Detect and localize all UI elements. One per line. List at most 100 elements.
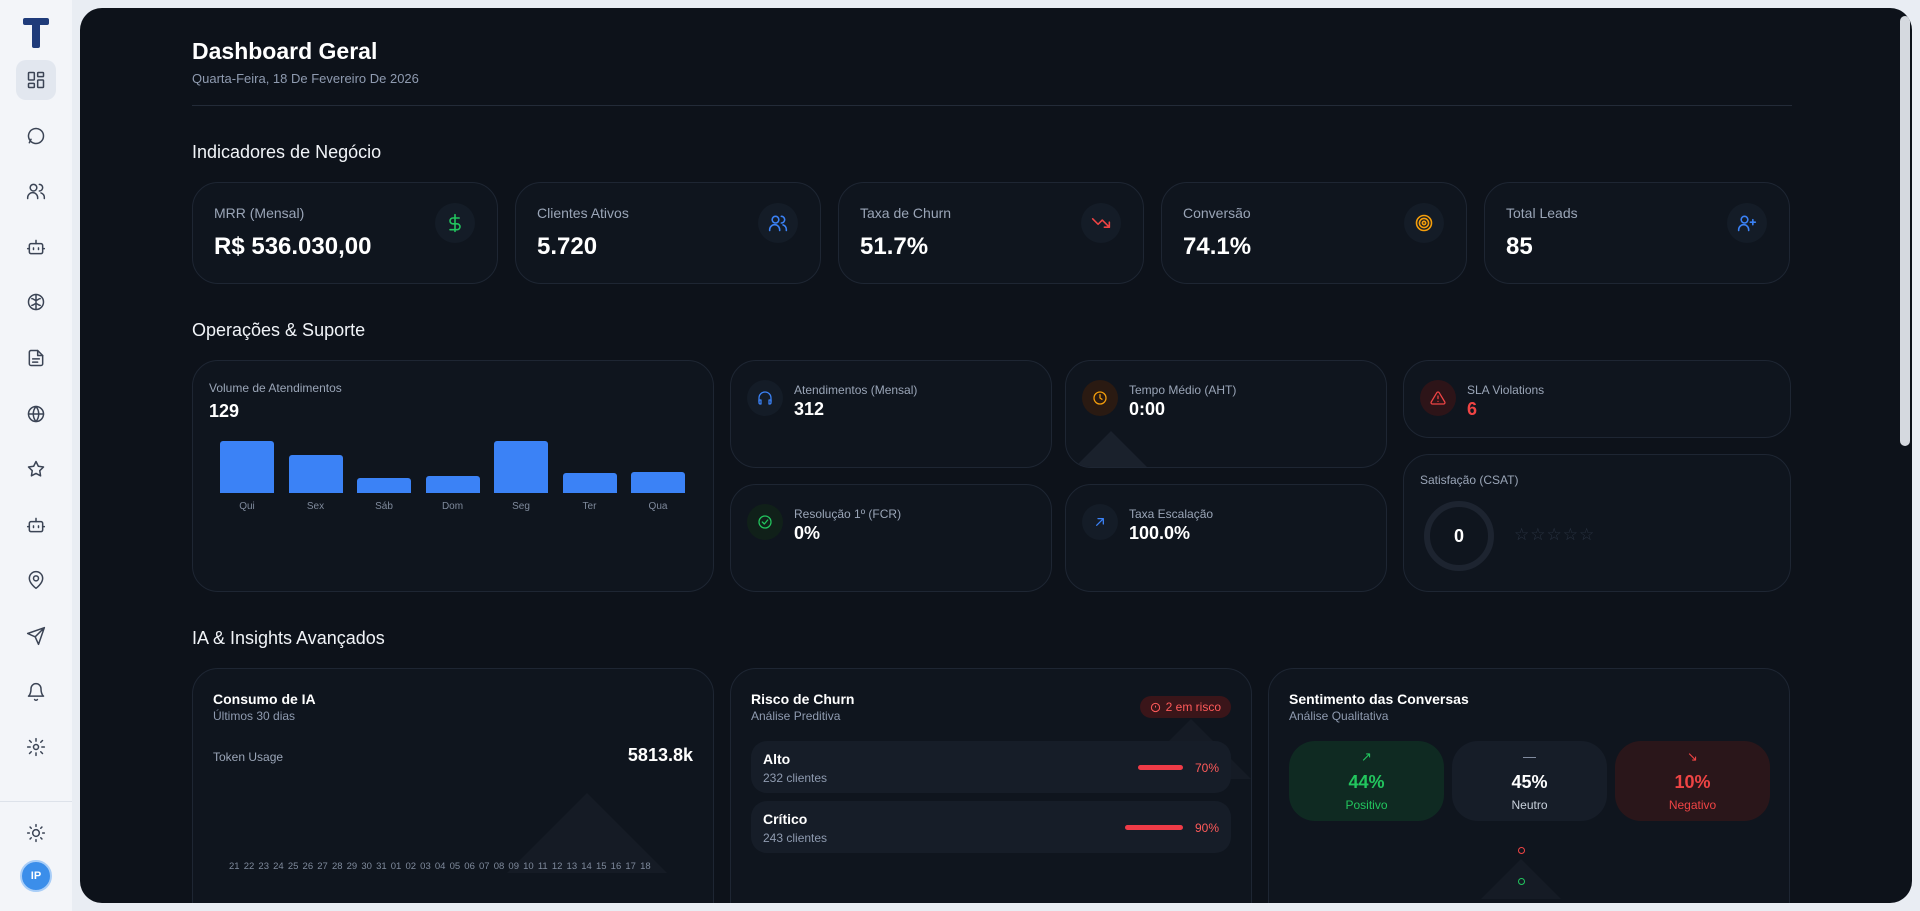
section-title-business: Indicadores de Negócio	[192, 142, 382, 162]
volume-bar[interactable]	[288, 455, 343, 493]
alert-circle-icon	[1150, 702, 1160, 712]
csat-label: Satisfação (CSAT)	[1420, 473, 1519, 487]
sentiment-dot-positive	[1518, 878, 1525, 885]
card-subtitle: Análise Preditiva	[751, 709, 841, 723]
risk-client-count: 243 clientes	[763, 831, 828, 845]
volume-bar[interactable]	[562, 473, 617, 493]
gear-icon	[26, 738, 46, 757]
main-panel: Dashboard Geral Quarta-Feira, 18 De Feve…	[80, 8, 1912, 903]
sentiment-label: Neutro	[1511, 798, 1548, 812]
kpi-card-churn[interactable]: Taxa de Churn 51.7%	[838, 182, 1144, 284]
nav-settings[interactable]	[16, 727, 56, 767]
csat-gauge: 0	[1424, 501, 1494, 571]
document-icon	[28, 349, 44, 367]
nav-chat[interactable]	[16, 116, 56, 156]
volume-bar-label: Ter	[582, 501, 597, 512]
section-title-operations: Operações & Suporte	[192, 320, 366, 340]
ia-consumo-card: Consumo de IA Últimos 30 dias Token Usag…	[192, 668, 714, 903]
nav-users[interactable]	[16, 171, 56, 211]
scrollbar[interactable]	[1900, 16, 1910, 446]
volume-bar[interactable]	[357, 478, 411, 493]
bot-icon	[26, 239, 46, 255]
risk-client-count: 232 clientes	[763, 771, 828, 785]
nav-globe[interactable]	[16, 394, 56, 434]
volume-bar[interactable]	[425, 476, 480, 493]
section-title-ia: IA & Insights Avançados	[192, 628, 385, 648]
volume-bar-label: Dom	[441, 501, 464, 512]
avatar[interactable]: IP	[20, 860, 52, 892]
metric-icon-badge	[1082, 504, 1118, 540]
volume-bar[interactable]	[631, 472, 685, 493]
nav-notifications[interactable]	[16, 672, 56, 712]
page-date: Quarta-Feira, 18 De Fevereiro De 2026	[192, 71, 419, 86]
sentiment-label: Positivo	[1345, 798, 1388, 812]
churn-risk-row[interactable]: Crítico 243 clientes 90%	[751, 801, 1231, 853]
trending-down-icon	[1091, 218, 1111, 228]
nav-bot-2[interactable]	[16, 505, 56, 545]
metric-label: Resolução 1º (FCR)	[794, 507, 902, 521]
metric-icon-badge	[1420, 380, 1456, 416]
token-usage-label: Token Usage	[213, 750, 284, 764]
sentiment-negative[interactable]: ↘ 10% Negativo	[1615, 741, 1770, 821]
sun-icon	[26, 823, 46, 843]
risk-progress-bar	[1138, 765, 1183, 770]
nav-location[interactable]	[16, 560, 56, 600]
metric-card-fcr[interactable]: Resolução 1º (FCR) 0%	[730, 484, 1052, 592]
kpi-card-leads[interactable]: Total Leads 85	[1484, 182, 1790, 284]
kpi-card-clientes[interactable]: Clientes Ativos 5.720	[515, 182, 821, 284]
kpi-card-mrr[interactable]: MRR (Mensal) R$ 536.030,00	[192, 182, 498, 284]
nav-documents[interactable]	[16, 338, 56, 378]
kpi-value: 51.7%	[860, 233, 929, 260]
csat-stars: ☆☆☆☆☆	[1514, 525, 1596, 544]
churn-risk-row[interactable]: Alto 232 clientes 70%	[751, 741, 1231, 793]
sentiment-percentage: 10%	[1674, 772, 1711, 792]
nav-send[interactable]	[16, 616, 56, 656]
metric-label: SLA Violations	[1467, 383, 1545, 397]
volume-bar-label: Sex	[306, 501, 325, 512]
sentiment-label: Negativo	[1668, 798, 1717, 812]
sentiment-card: Sentimento das Conversas Análise Qualita…	[1268, 668, 1790, 903]
theme-toggle-button[interactable]	[19, 816, 53, 850]
nav-favorites[interactable]	[16, 449, 56, 489]
sentiment-percentage: 45%	[1511, 772, 1548, 792]
risk-level-name: Crítico	[763, 811, 808, 827]
badge-text: 2 em risco	[1165, 700, 1221, 714]
kpi-icon-badge	[1727, 203, 1767, 243]
nav-dashboard[interactable]	[16, 60, 56, 100]
bell-icon	[27, 682, 45, 701]
metric-label: Taxa Escalação	[1129, 507, 1214, 521]
sentiment-neutral[interactable]: — 45% Neutro	[1452, 741, 1607, 821]
sentiment-dot-negative	[1518, 847, 1525, 854]
trending-up-icon: ↗	[1361, 749, 1372, 764]
volume-value: 129	[209, 401, 240, 421]
target-icon	[1415, 214, 1433, 232]
risk-percentage: 70%	[1194, 761, 1219, 775]
dollar-icon	[449, 213, 461, 233]
metric-card-escalacao[interactable]: Taxa Escalação 100.0%	[1065, 484, 1387, 592]
app-logo[interactable]	[21, 14, 51, 50]
headphones-icon	[758, 391, 772, 405]
metric-card-sla[interactable]: SLA Violations 6	[1403, 360, 1791, 438]
kpi-value: 5.720	[537, 233, 598, 260]
metric-card-atendimentos[interactable]: Atendimentos (Mensal) 312	[730, 360, 1052, 468]
nav-bot[interactable]	[16, 227, 56, 267]
nav-brain[interactable]	[16, 282, 56, 322]
kpi-icon-badge	[1404, 203, 1444, 243]
metric-card-aht[interactable]: Tempo Médio (AHT) 0:00	[1065, 360, 1387, 468]
churn-risk-badge[interactable]: 2 em risco	[1139, 696, 1231, 718]
metric-value: 312	[794, 399, 825, 419]
risk-level-name: Alto	[763, 751, 791, 767]
risk-percentage: 90%	[1194, 821, 1219, 835]
volume-label: Volume de Atendimentos	[209, 381, 342, 395]
metric-value: 0:00	[1129, 399, 1166, 419]
sidebar-footer: IP	[0, 801, 72, 911]
header-divider	[192, 105, 1792, 106]
card-title: Sentimento das Conversas	[1289, 691, 1469, 707]
send-icon	[26, 626, 46, 646]
volume-bar-label: Seg	[512, 501, 530, 512]
kpi-card-conversao[interactable]: Conversão 74.1%	[1161, 182, 1467, 284]
sidebar-nav	[16, 60, 56, 783]
volume-bar[interactable]	[494, 441, 548, 493]
sentiment-positive[interactable]: ↗ 44% Positivo	[1289, 741, 1444, 821]
volume-bar[interactable]	[220, 441, 274, 493]
